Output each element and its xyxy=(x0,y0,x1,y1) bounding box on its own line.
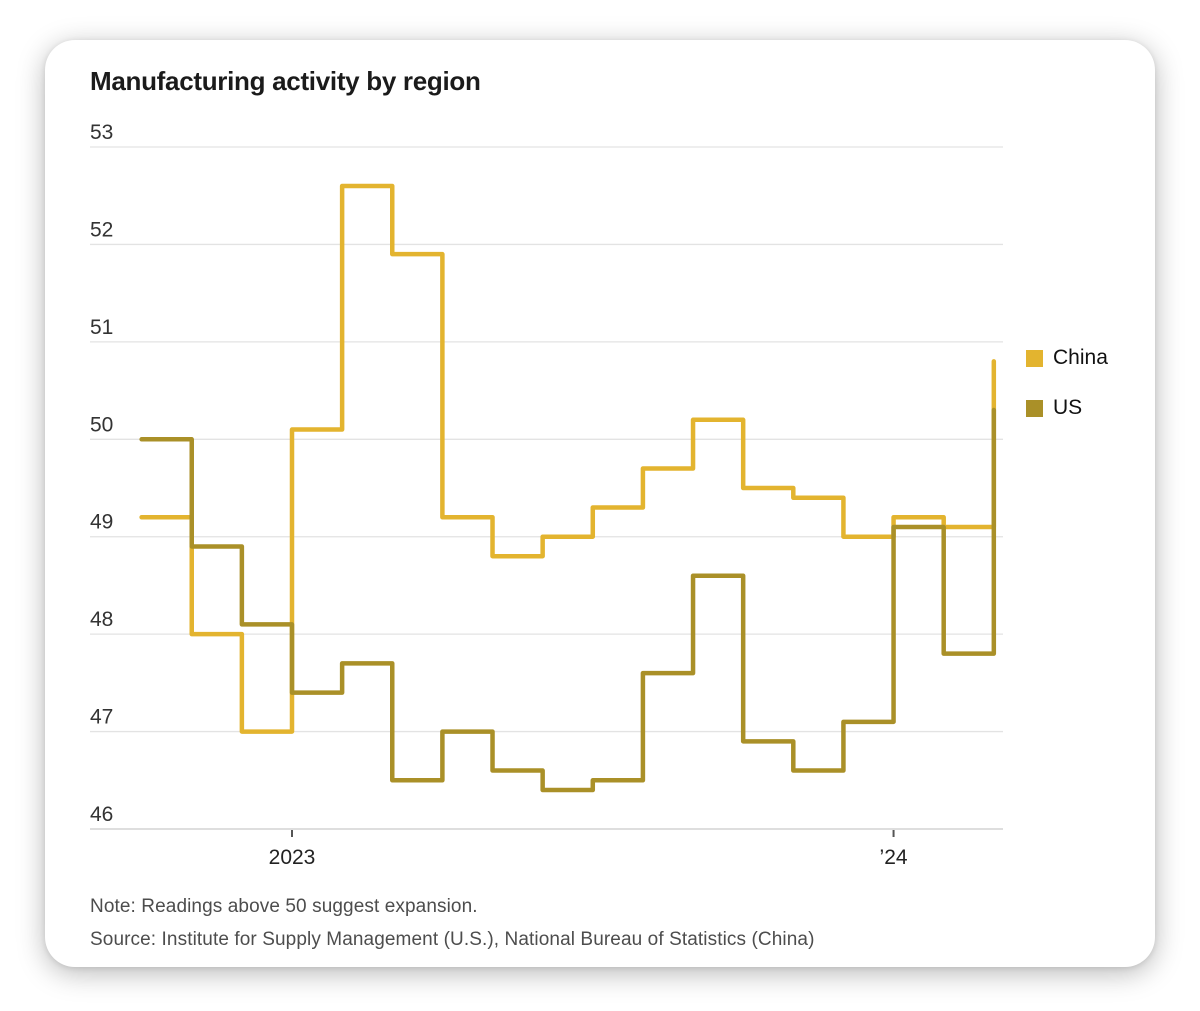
y-axis-label-47: 47 xyxy=(90,706,113,729)
y-axis-label-51: 51 xyxy=(90,316,113,339)
series-line-us xyxy=(139,407,997,793)
chart-title: Manufacturing activity by region xyxy=(90,66,481,96)
y-axis-label-52: 52 xyxy=(90,218,113,241)
y-axis-label-53: 53 xyxy=(90,121,113,144)
legend-item-us: US xyxy=(1026,396,1108,420)
legend-item-china: China xyxy=(1026,346,1108,370)
us-legend-label: US xyxy=(1053,396,1083,419)
y-axis-label-46: 46 xyxy=(90,803,113,826)
china-legend-label: China xyxy=(1053,346,1108,369)
legend: China US xyxy=(1026,346,1108,420)
y-axis-label-49: 49 xyxy=(90,511,113,534)
y-axis-label-50: 50 xyxy=(90,413,113,436)
y-axis-label-48: 48 xyxy=(90,608,113,631)
chart-plot: 53 52 51 50 49 48 47 46 2023 ’24 xyxy=(90,121,1003,869)
china-legend-swatch xyxy=(1026,349,1043,367)
note-text: Note: Readings above 50 suggest expansio… xyxy=(90,896,478,917)
us-legend-swatch xyxy=(1026,399,1043,417)
chart-card: Manufacturing activity by region 53 52 51 5… xyxy=(45,40,1155,967)
source-text: Source: Institute for Supply Management … xyxy=(90,929,815,950)
series-line-china xyxy=(139,183,997,734)
x-axis-label: ’24 xyxy=(880,846,908,869)
footnotes: Note: Readings above 50 suggest expansio… xyxy=(90,890,815,956)
x-axis-label: 2023 xyxy=(269,846,316,869)
